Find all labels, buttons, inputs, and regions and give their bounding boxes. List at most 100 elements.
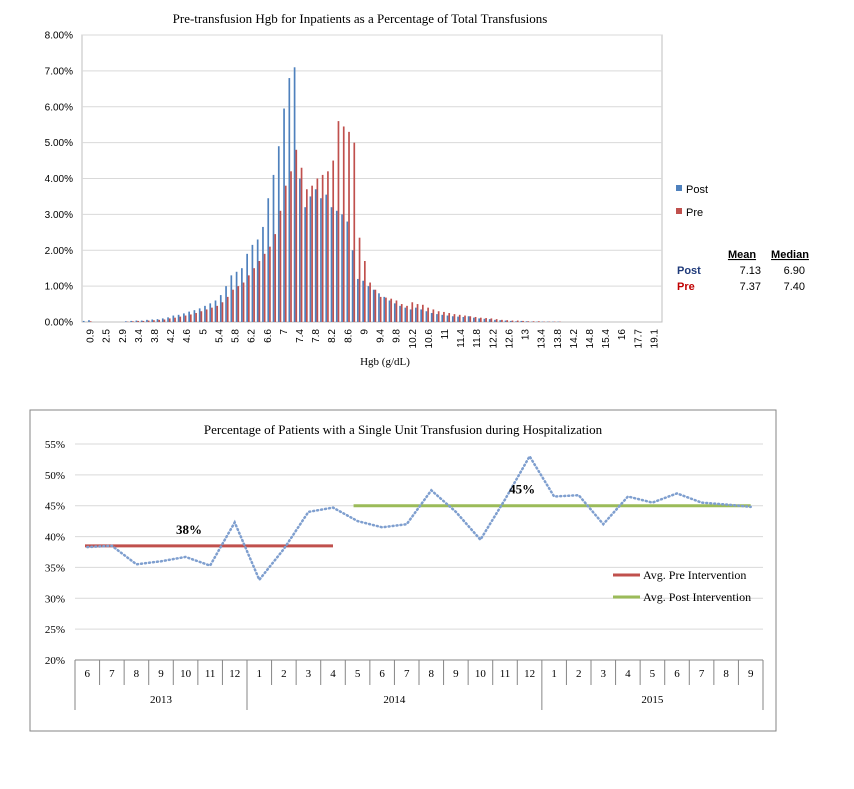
x-tick-label: 12.6 <box>504 329 515 349</box>
bar-post <box>267 198 270 322</box>
bar-post <box>314 189 317 322</box>
bar-pre <box>453 314 456 322</box>
average-value-label: 38% <box>176 522 202 537</box>
bar-post <box>256 239 259 322</box>
stats-header-median: Median <box>771 249 809 261</box>
bar-pre <box>437 311 440 322</box>
x-tick-label: 9.8 <box>392 329 403 343</box>
bar-post <box>335 210 338 322</box>
bar-post <box>378 293 380 322</box>
x-tick-label: 11.8 <box>472 329 483 348</box>
y-tick-label: 50% <box>45 470 65 482</box>
x-tick-label: 5 <box>355 668 361 680</box>
stats-post-median: 6.90 <box>784 265 805 277</box>
bar-post <box>299 178 301 322</box>
stats-header-mean: Mean <box>728 249 756 261</box>
y-tick-label: 8.00% <box>45 31 73 42</box>
chart1-legend: Post Pre <box>676 184 708 219</box>
y-tick-label: 45% <box>45 501 65 513</box>
x-tick-label: 8 <box>723 668 729 680</box>
average-value-label: 45% <box>509 482 535 497</box>
x-tick-label: 10 <box>475 668 487 680</box>
year-label: 2014 <box>383 694 406 706</box>
bar-pre <box>432 309 435 322</box>
x-tick-label: 6 <box>674 668 680 680</box>
y-tick-label: 0.00% <box>45 318 73 329</box>
stats-pre-median: 7.40 <box>784 281 805 293</box>
bar-pre <box>400 304 403 322</box>
bar-pre <box>179 316 182 322</box>
stats-row-label-pre: Pre <box>677 281 695 293</box>
bar-post <box>341 214 343 323</box>
bar-post <box>214 300 217 322</box>
x-tick-label: 6.6 <box>263 329 274 343</box>
bar-post <box>204 305 206 322</box>
bar-post <box>251 244 254 322</box>
bar-post <box>125 321 127 322</box>
bar-post <box>156 319 159 322</box>
y-tick-label: 25% <box>45 624 65 636</box>
y-tick-label: 35% <box>45 562 65 574</box>
y-tick-label: 40% <box>45 532 65 544</box>
bar-post <box>420 309 422 322</box>
bar-pre <box>269 246 271 322</box>
x-tick-label: 5.8 <box>231 329 242 343</box>
bar-pre <box>321 174 324 322</box>
x-tick-label: 7 <box>699 668 705 680</box>
stats-row-label-post: Post <box>677 265 701 277</box>
y-tick-label: 7.00% <box>45 66 73 77</box>
bar-post <box>277 146 280 322</box>
x-tick-label: 15.4 <box>601 329 612 349</box>
bar-pre <box>195 313 197 322</box>
bar-pre <box>216 305 219 322</box>
x-tick-label: 13 <box>521 329 532 341</box>
bar-pre <box>258 261 261 322</box>
bar-pre <box>274 234 277 322</box>
chart1-title: Pre-transfusion Hgb for Inpatients as a … <box>173 11 548 26</box>
chart2-frame <box>29 409 777 732</box>
bar-pre <box>369 282 371 322</box>
x-tick-label: 5.4 <box>214 329 225 343</box>
chart1-x-axis: 0.9 2.5 2.9 3.4 3.8 4.2 4.6 5 5.4 5.8 6.2 6.6 7 7.4 7.… <box>86 329 661 349</box>
chart1-x-axis-label: Hgb (g/dL) <box>360 356 410 368</box>
bar-pre <box>506 320 509 322</box>
legend-swatch-pre <box>676 208 682 214</box>
x-tick-label: 10.2 <box>408 329 419 349</box>
bar-pre <box>522 320 524 322</box>
bar-pre <box>327 171 329 322</box>
bar-pre <box>501 319 503 322</box>
bar-pre <box>232 289 234 322</box>
x-tick-label: 13.4 <box>537 329 548 349</box>
bar-pre <box>205 309 208 322</box>
x-tick-label: 11 <box>500 668 511 680</box>
bar-pre <box>379 296 382 322</box>
x-tick-label: 4 <box>625 668 631 680</box>
bar-pre <box>247 275 250 322</box>
bar-post <box>504 320 507 322</box>
x-tick-label: 2 <box>281 668 287 680</box>
bar-pre <box>253 268 255 322</box>
bar-pre <box>184 315 187 322</box>
y-tick-label: 3.00% <box>45 210 73 221</box>
x-tick-label: 14.2 <box>569 329 580 349</box>
bar-pre <box>363 261 366 322</box>
legend-label-post: Post <box>686 184 708 196</box>
y-tick-label: 30% <box>45 593 65 605</box>
bar-pre <box>316 178 319 322</box>
bar-pre <box>469 316 472 322</box>
bar-post <box>288 78 291 322</box>
bar-post <box>515 321 517 322</box>
bar-pre <box>174 317 176 322</box>
legend-swatch-post <box>676 185 682 191</box>
bar-post <box>135 320 138 322</box>
x-tick-label: 6 <box>379 668 385 680</box>
bar-pre <box>284 185 287 322</box>
hgb-distribution-chart: Pre-transfusion Hgb for Inpatients as a … <box>45 11 810 368</box>
x-tick-label: 7 <box>109 668 115 680</box>
bar-post <box>473 317 475 322</box>
bar-post <box>167 317 169 322</box>
x-tick-label: 2.9 <box>118 329 129 343</box>
chart1-gridlines <box>82 34 662 287</box>
bar-pre <box>458 314 461 322</box>
x-tick-label: 4.2 <box>166 329 177 343</box>
